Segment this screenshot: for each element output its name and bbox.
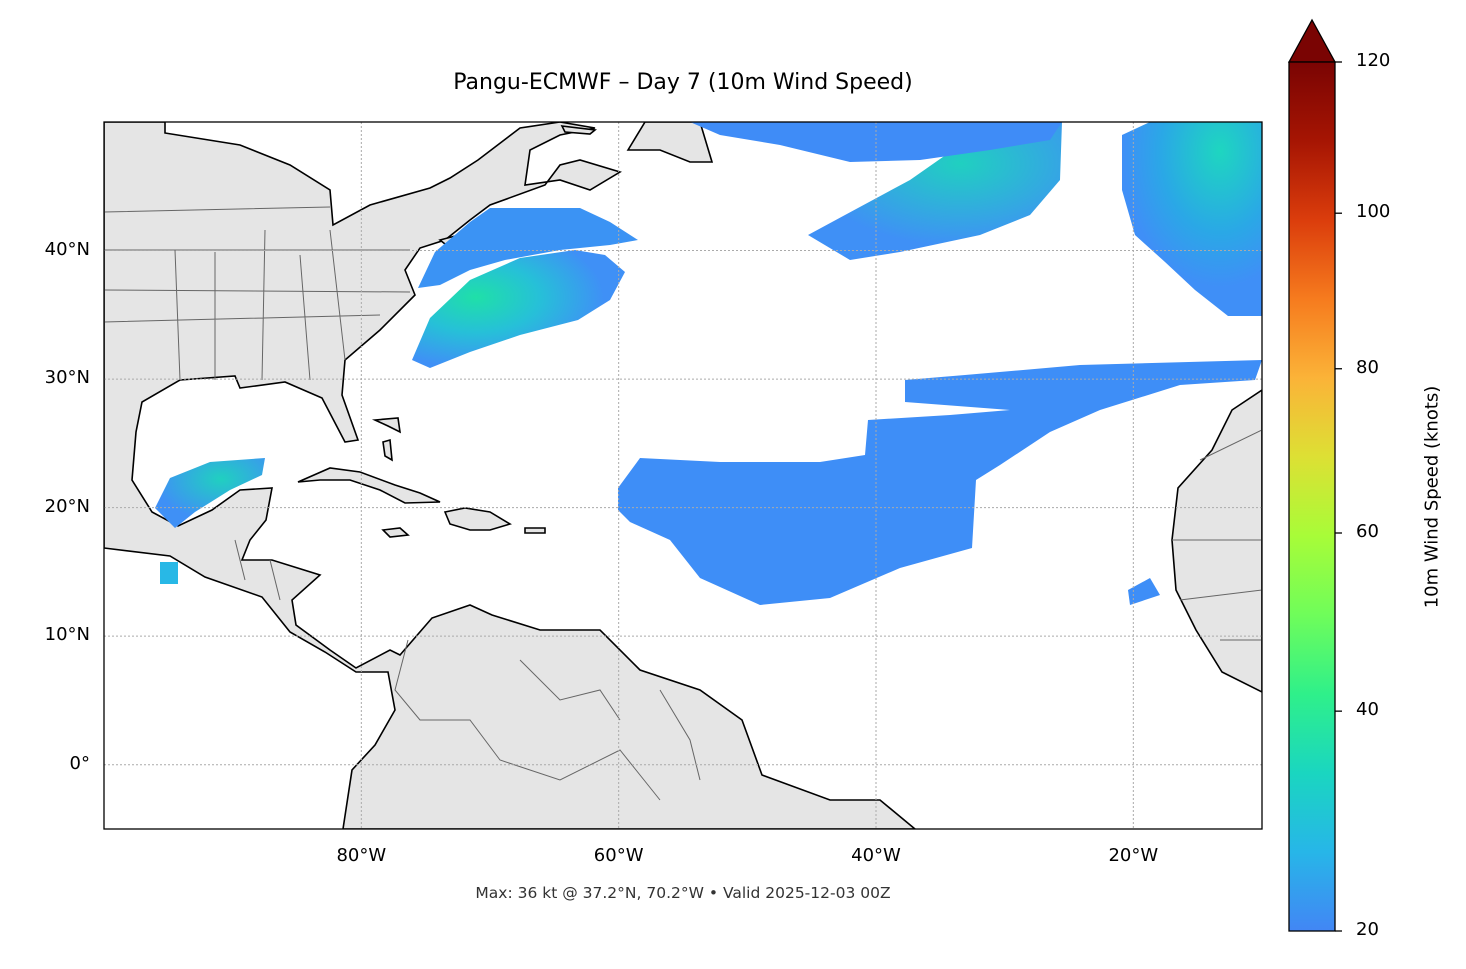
colorbar-extend-arrow xyxy=(1287,18,1337,63)
colorbar-tick-label: 100 xyxy=(1356,201,1391,223)
lon-tick-label: 40°W xyxy=(851,845,901,866)
lat-tick-label: 20°N xyxy=(44,495,90,517)
pei-nova-scotia xyxy=(560,125,597,135)
colorbar xyxy=(1287,18,1342,932)
wind-region xyxy=(1122,122,1262,316)
wind-region xyxy=(160,562,178,584)
lat-tick-label: 40°N xyxy=(44,238,90,260)
wind-region xyxy=(412,250,625,368)
bahamas xyxy=(371,417,402,462)
wind-region xyxy=(418,208,638,288)
chart-title: Pangu-ECMWF – Day 7 (10m Wind Speed) xyxy=(453,70,913,95)
colorbar-label: 10m Wind Speed (knots) xyxy=(1421,385,1443,609)
colorbar-tick-label: 60 xyxy=(1356,520,1379,542)
lon-tick-label: 20°W xyxy=(1108,845,1159,866)
colorbar-tick-label: 20 xyxy=(1356,919,1379,940)
gridlines xyxy=(104,122,1262,829)
lon-tick-label: 60°W xyxy=(593,845,644,866)
lat-tick-label: 10°N xyxy=(44,624,90,646)
map-frame xyxy=(103,121,1263,830)
colorbar-tick-label: 80 xyxy=(1356,356,1379,378)
chart-subtitle: Max: 36 kt @ 37.2°N, 70.2°W • Valid 2025… xyxy=(475,884,891,902)
newfoundland xyxy=(626,122,714,163)
wind-region xyxy=(155,458,265,528)
colorbar-gradient xyxy=(1288,61,1336,932)
lat-tick-label: 0° xyxy=(69,752,90,774)
hispaniola xyxy=(443,507,512,531)
wind-region xyxy=(1128,578,1160,605)
puerto-rico xyxy=(524,527,546,534)
cuba xyxy=(297,467,441,504)
wind-speed-field xyxy=(155,122,1262,605)
colorbar-tick-label: 40 xyxy=(1356,699,1379,721)
wind-region xyxy=(808,122,1062,260)
country-state-borders xyxy=(104,206,1262,801)
africa xyxy=(1171,389,1262,693)
colorbar-tick-label: 120 xyxy=(1356,50,1391,71)
lon-tick-label: 80°W xyxy=(336,845,387,866)
jamaica xyxy=(381,527,410,538)
wind-region xyxy=(618,360,1262,605)
lat-tick-label: 30°N xyxy=(44,367,90,389)
